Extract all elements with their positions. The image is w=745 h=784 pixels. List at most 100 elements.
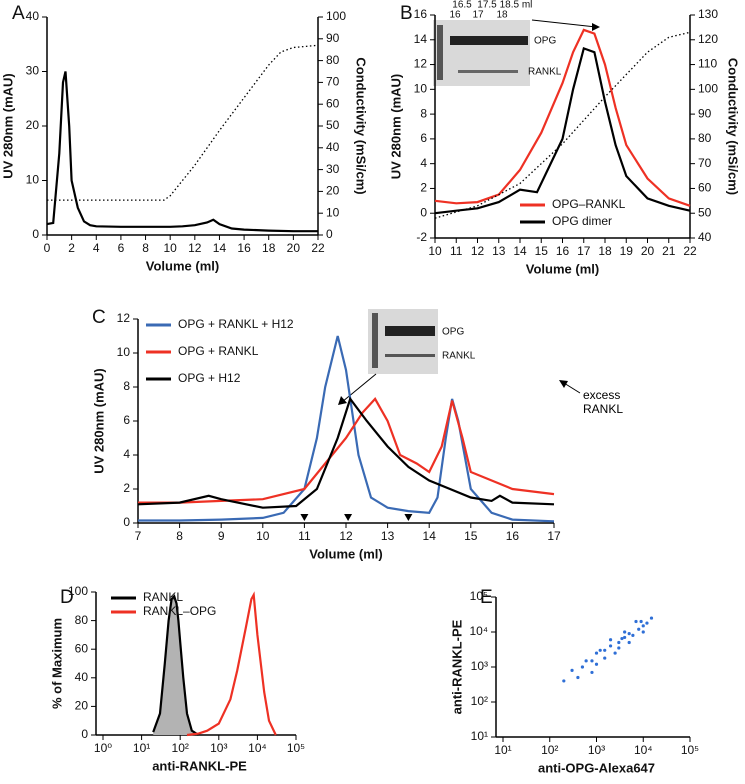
point (584, 659, 588, 663)
point (645, 621, 649, 625)
x-tick-label: 12 (471, 244, 485, 258)
y-tick-label: 10⁴ (469, 624, 488, 638)
y-tick-label: 4 (123, 447, 130, 461)
point (627, 640, 631, 645)
point (603, 656, 607, 660)
y-tick-label: 2 (123, 481, 130, 495)
legend-label: OPG + RANKL (178, 344, 259, 358)
x-tick-label: 14 (513, 244, 527, 258)
point (590, 670, 594, 675)
y-tick-label: 10² (471, 694, 488, 708)
legend-label: RANKL–OPG (143, 604, 216, 618)
x-tick-label: 8 (142, 241, 149, 255)
legend-label: OPG–RANKL (552, 197, 626, 211)
series-line (137, 396, 555, 509)
x-tick-label: 0 (44, 241, 51, 255)
y-tick-label: 12 (117, 311, 131, 325)
y-tick-label: 40 (75, 670, 89, 684)
point (641, 630, 645, 634)
gel-band (458, 70, 518, 73)
gel-lane-label: 18 (496, 10, 508, 21)
gel-ladder (372, 313, 378, 368)
point (627, 632, 631, 636)
y2-tick-label: 100 (698, 82, 718, 96)
y-tick-label: 40 (26, 9, 40, 23)
gel-band (385, 354, 435, 357)
fraction-marker (404, 514, 413, 521)
y-tick-label: 100 (68, 584, 88, 598)
gel-lane-label: 18.5 ml (500, 0, 533, 11)
y-tick-label: 12 (414, 57, 428, 71)
annotation-box: excess RANKL (583, 388, 623, 416)
y2-tick-label: 50 (326, 118, 340, 132)
y-tick-label: 30 (26, 64, 40, 78)
arrow (531, 19, 597, 28)
series-line (434, 31, 691, 219)
gel-inset (368, 309, 438, 374)
gel-band (385, 326, 435, 336)
y-axis-label: anti-RANKL-PE (449, 619, 464, 714)
point (590, 659, 594, 663)
y2-tick-label: 90 (698, 106, 712, 120)
gel-inset (433, 20, 530, 86)
point (623, 630, 627, 634)
point (570, 668, 574, 672)
x-tick-label: 4 (93, 241, 100, 255)
gel-band-label: RANKL (528, 67, 562, 78)
x-tick-label: 17 (547, 529, 561, 543)
x-tick-label: 10³ (588, 743, 605, 757)
x-tick-label: 18 (262, 241, 276, 255)
legend-label: OPG + H12 (178, 371, 241, 385)
panel-label: D (60, 587, 74, 608)
y-axis-label: % of Maximum (49, 618, 64, 709)
x-tick-label: 16 (556, 244, 570, 258)
y2-axis-label: Conductivity (mSi/cm) (726, 58, 741, 195)
gel-ladder (437, 25, 443, 80)
point (620, 636, 624, 641)
y2-tick-label: 0 (326, 227, 333, 241)
point (617, 646, 621, 650)
y-tick-label: 2 (420, 181, 427, 195)
series-line (138, 335, 555, 523)
fraction-marker (344, 514, 353, 521)
y2-tick-label: 70 (326, 75, 340, 89)
y2-tick-label: 40 (326, 140, 340, 154)
y-tick-label: 8 (420, 106, 427, 120)
x-tick-label: 10⁴ (634, 743, 653, 757)
y2-tick-label: 10 (326, 205, 340, 219)
point (576, 675, 580, 680)
y2-tick-label: 80 (698, 131, 712, 145)
legend-label: OPG dimer (552, 214, 612, 228)
x-tick-label: 10⁵ (681, 743, 699, 757)
series-line (434, 28, 691, 207)
point (562, 679, 566, 683)
y-tick-label: 20 (75, 699, 89, 713)
y-tick-label: 10⁵ (470, 589, 488, 603)
point (639, 619, 643, 624)
point (613, 651, 617, 655)
area (153, 596, 199, 735)
series-line (47, 44, 319, 201)
point (637, 627, 641, 631)
x-tick-label: 10 (428, 244, 442, 258)
series-line (46, 71, 318, 233)
arrow (563, 382, 581, 394)
x-tick-label: 16 (506, 529, 520, 543)
y-tick-label: 20 (26, 118, 40, 132)
x-tick-label: 22 (683, 244, 697, 258)
x-tick-label: 19 (620, 244, 634, 258)
point (580, 665, 585, 669)
y-axis-label: UV 280nm (mAU) (0, 73, 15, 178)
x-tick-label: 8 (176, 529, 183, 543)
series-line (138, 397, 555, 504)
x-tick-label: 9 (218, 529, 225, 543)
y-tick-label: 10 (26, 173, 40, 187)
x-axis-label: anti-RANKL-PE (152, 758, 247, 773)
y-tick-label: 80 (75, 613, 89, 627)
x-tick-label: 15 (535, 244, 549, 258)
x-tick-label: 12 (188, 241, 202, 255)
x-tick-label: 18 (598, 244, 612, 258)
y-axis-label: UV 280nm (mAU) (91, 368, 106, 473)
x-tick-label: 13 (492, 244, 506, 258)
